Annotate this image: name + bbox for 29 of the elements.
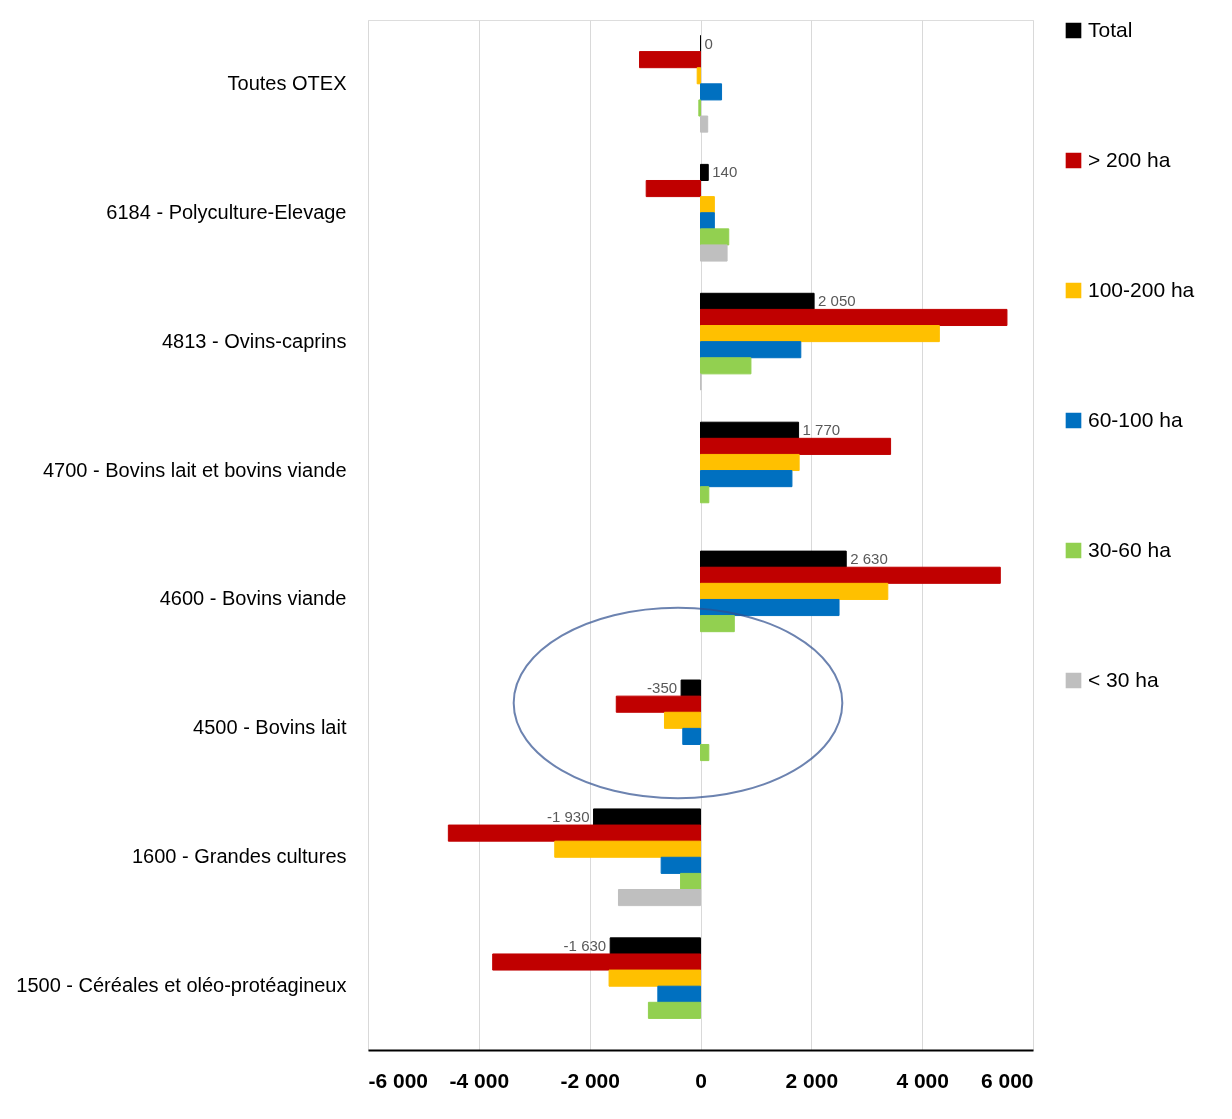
legend-label: 30-60 ha: [1088, 537, 1172, 561]
data-label: 2 630: [850, 550, 888, 568]
x-tick-label: -6 000: [368, 1068, 429, 1092]
x-tick-label: -4 000: [449, 1068, 510, 1092]
legend-label: < 30 ha: [1088, 667, 1159, 691]
legend-label: 60-100 ha: [1088, 407, 1183, 431]
data-label: 0: [704, 34, 713, 52]
data-label: -1 630: [563, 936, 607, 954]
data-label: 1 770: [802, 421, 841, 439]
legend-label: Total: [1088, 17, 1133, 41]
data-label: -1 930: [547, 807, 590, 825]
y-tick-label: 4600 - Bovins viande: [159, 587, 347, 610]
x-tick-label: 2 000: [785, 1068, 839, 1092]
y-tick-label: 4500 - Bovins lait: [193, 716, 347, 739]
x-tick-label: 6 000: [980, 1068, 1034, 1092]
y-tick-label: Toutes OTEX: [227, 71, 347, 94]
y-tick-label: 6184 - Polyculture-Elevage: [106, 200, 347, 223]
y-tick-label: 4813 - Ovins-caprins: [161, 329, 347, 352]
y-tick-label: 1600 - Grandes cultures: [131, 845, 347, 868]
legend-label: > 200 ha: [1088, 147, 1171, 171]
data-label: -350: [647, 679, 678, 697]
x-tick-label: 0: [695, 1068, 707, 1092]
legend-label: 100-200 ha: [1088, 277, 1195, 301]
y-tick-label: 1500 - Céréales et oléo-protéagineux: [16, 974, 347, 997]
data-label: 140: [712, 163, 738, 181]
x-tick-label: 4 000: [896, 1068, 949, 1092]
data-label: 2 050: [818, 292, 856, 310]
x-tick-label: -2 000: [560, 1068, 620, 1092]
y-tick-label: 4700 - Bovins lait et bovins viande: [42, 458, 347, 481]
